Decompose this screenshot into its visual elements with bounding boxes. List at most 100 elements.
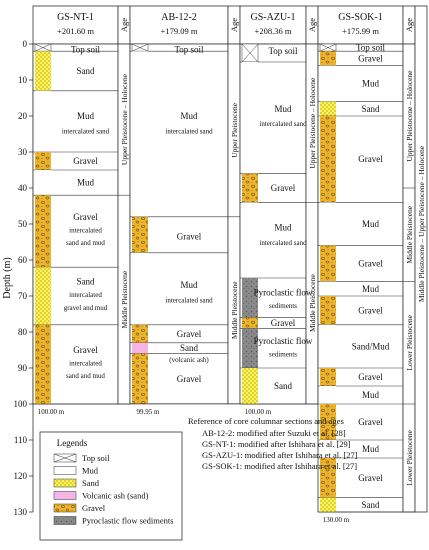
layer-label: intercalated sand xyxy=(165,297,213,305)
y-axis-label: Depth (m) xyxy=(2,257,13,298)
legend-swatch-mud xyxy=(53,466,77,475)
age-label: Middle Pleistocene xyxy=(230,281,239,339)
layer-label: intercalated sand xyxy=(259,120,307,128)
column-header xyxy=(239,5,307,45)
lithology-gravel xyxy=(35,195,51,268)
lithology-gravel xyxy=(320,404,336,440)
bottom-depth-label: 99.95 m xyxy=(137,408,161,416)
layer-label: Gravel xyxy=(177,232,202,242)
layer-label: Gravel xyxy=(358,305,383,315)
y-tick-label: 110 xyxy=(14,435,28,445)
layer-label: Mud xyxy=(362,444,380,454)
topsoil-cross xyxy=(131,43,149,52)
y-tick-label: 40 xyxy=(18,183,28,193)
layer-label: Sand xyxy=(274,381,293,391)
y-tick-label: 60 xyxy=(18,255,28,265)
outer-age-frame xyxy=(414,5,428,513)
lithology-mud xyxy=(132,51,148,217)
column-header xyxy=(32,5,119,45)
legend-label: Top soil xyxy=(82,453,110,463)
lithology-gravel xyxy=(35,152,51,170)
lithology-gravel xyxy=(242,173,258,203)
lithology-gravel xyxy=(242,317,258,329)
lithology-mud xyxy=(35,170,51,196)
lithology-mud xyxy=(132,252,148,325)
y-tick-label: 130 xyxy=(14,507,28,517)
core-name: GS-NT-1 xyxy=(57,12,94,23)
layer-label: intercalated sand xyxy=(62,127,110,135)
layer-label: Mud xyxy=(362,284,380,294)
layer-label: sand and mud xyxy=(66,372,105,380)
layer-label: Gravel xyxy=(271,183,296,193)
references-title: Reference of core columnar sections and … xyxy=(188,416,344,426)
lithology-gravel xyxy=(320,296,336,325)
lithology-mud xyxy=(320,386,336,404)
age-header: Age xyxy=(307,18,317,32)
layer-label: Gravel xyxy=(358,473,383,483)
layer-label: Gravel xyxy=(358,417,383,427)
age-label: Middle Pleistocene xyxy=(308,274,317,332)
y-tick-label: 0 xyxy=(23,39,28,49)
lithology-gravel xyxy=(320,51,336,66)
layer-label: Gravel xyxy=(271,318,296,328)
lithology-sand xyxy=(35,51,51,91)
reference-line: GS-NT-1: modified after Ishihara et al. … xyxy=(202,439,351,449)
bottom-depth-label: 100.00 m xyxy=(38,408,65,416)
layer-label: Top soil xyxy=(268,46,298,56)
layer-label: Gravel xyxy=(358,259,383,269)
layer-label: intercalated sand xyxy=(165,127,213,135)
layer-label: Mud xyxy=(77,111,95,121)
legend-label: Gravel xyxy=(82,503,106,513)
outer-age-label: Middle Pleistocene – Upper Pleistocene –… xyxy=(417,145,426,302)
lithology-mud xyxy=(320,202,336,246)
layer-label: intercalated xyxy=(69,226,102,234)
age-header: Age xyxy=(229,18,239,32)
legend-label: Mud xyxy=(82,466,99,476)
age-label: Upper Pleistocene – Holocene xyxy=(120,73,129,165)
lithology-gravel xyxy=(132,216,148,253)
layer-label: sediments xyxy=(269,302,297,310)
legend-topsoil-cross xyxy=(53,453,77,463)
age-header: Age xyxy=(119,18,129,32)
layer-label: Sand/Mud xyxy=(352,341,390,351)
lithology-gravel xyxy=(132,353,148,404)
layer-label: sediments xyxy=(269,351,297,359)
y-tick-label: 20 xyxy=(18,111,28,121)
y-tick-label: 50 xyxy=(18,219,28,229)
age-label: Upper Pleistocene – Holocene xyxy=(308,77,317,169)
reference-line: GS-SOK-1: modified after Ishihara et al.… xyxy=(202,461,357,471)
core-elevation: +208.36 m xyxy=(255,26,292,36)
layer-label: Sand xyxy=(77,66,96,76)
lithology-ash xyxy=(132,342,148,354)
lithology-gravel xyxy=(320,116,336,203)
core-elevation: +201.60 m xyxy=(57,26,94,36)
layer-label: intercalated xyxy=(69,360,102,368)
age-label: Upper Pleistocene – Holocene xyxy=(405,70,414,162)
topsoil-cross xyxy=(319,43,337,52)
legend-swatch-gravel xyxy=(53,503,77,513)
layer-label: Gravel xyxy=(177,329,202,339)
layer-label: Top soil xyxy=(174,44,204,54)
layer-label: (volcanic ash) xyxy=(169,356,209,364)
column-header xyxy=(317,5,404,45)
legend-title: Legends xyxy=(57,438,88,448)
layer-label: gravel and mud xyxy=(64,304,108,312)
bottom-depth-label: 130.00 m xyxy=(323,516,350,524)
lithology-gravel xyxy=(320,245,336,282)
layer-label: intercalated xyxy=(69,291,102,299)
lithology-mud xyxy=(242,202,258,278)
layer-label: Mud xyxy=(180,280,198,290)
lithology-gravel xyxy=(320,368,336,386)
lithology-pyroclastic xyxy=(242,278,258,318)
age-label: Middle Pleistocene xyxy=(120,270,129,328)
layer-label: Gravel xyxy=(358,53,383,63)
lithology-gravel xyxy=(132,324,148,343)
layer-label: Mud xyxy=(274,223,292,233)
layer-label: Sand xyxy=(77,277,96,287)
layer-label: Mud xyxy=(362,390,380,400)
layer-label: Mud xyxy=(362,79,380,89)
y-tick-label: 10 xyxy=(18,75,28,85)
lithology-sand xyxy=(242,368,258,404)
legend-swatch-pyroclastic xyxy=(53,516,77,525)
lithology-gravel xyxy=(320,458,336,498)
